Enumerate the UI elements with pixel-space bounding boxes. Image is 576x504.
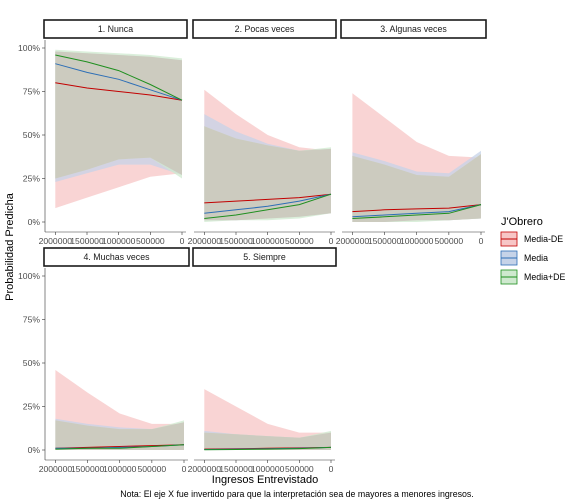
y-tick-label: 25% [23, 402, 41, 412]
x-tick-label: 0 [329, 464, 334, 474]
y-tick-label: 0% [28, 217, 41, 227]
x-tick-label: 500000 [285, 236, 314, 246]
x-tick-label: 500000 [435, 236, 464, 246]
facet-strip [192, 247, 337, 267]
x-tick-label: 1000000 [400, 236, 434, 246]
series-line-media-plus-de [55, 54, 183, 101]
x-tick-label: 500000 [285, 464, 314, 474]
y-tick-label: 100% [18, 271, 40, 281]
plot-area [352, 93, 482, 222]
series-line-media-plus-de [204, 446, 332, 451]
series-line-media-de [55, 82, 183, 101]
y-tick-label: 100% [18, 43, 40, 53]
chart-caption: Nota: El eje X fue invertido para que la… [120, 489, 474, 499]
series-line-media [204, 193, 332, 214]
x-tick-label: 0 [479, 236, 484, 246]
series-line-media-plus-de [352, 204, 482, 219]
facet-strip-label: 4. Muchas veces [83, 252, 150, 262]
y-tick-label: 50% [23, 130, 41, 140]
x-tick-label: 2000000 [336, 236, 370, 246]
x-tick-label: 0 [180, 236, 185, 246]
ci-band-overlap [55, 51, 182, 179]
x-tick-label: 0 [329, 236, 334, 246]
legend-title: J'Obrero [501, 216, 543, 228]
facet-strip [43, 247, 190, 267]
x-tick-label: 1000000 [103, 464, 137, 474]
y-axis-title: Probabilidad Predicha [4, 192, 16, 301]
x-tick-label: 2000000 [188, 236, 222, 246]
facet-strip [43, 19, 188, 39]
x-tick-label: 1500000 [219, 464, 253, 474]
series-line-media-plus-de [204, 193, 332, 219]
x-axis-title: Ingresos Entrevistado [212, 474, 318, 486]
series-line-media-de [204, 193, 332, 204]
ci-band-overlap [204, 432, 331, 450]
x-tick-label: 2000000 [39, 236, 73, 246]
plot-area [204, 389, 332, 451]
legend-item: Media-DE [500, 231, 563, 247]
y-tick-label: 0% [28, 445, 41, 455]
legend-label: Media [524, 253, 548, 263]
legend: J'Obrero Media-DE Media Media+DE [500, 216, 565, 285]
plot-area [204, 89, 332, 222]
y-tick-label: 75% [23, 315, 41, 325]
y-tick-label: 50% [23, 358, 41, 368]
legend-label: Media+DE [524, 272, 565, 282]
x-tick-label: 500000 [136, 236, 165, 246]
series-line-media-de [55, 444, 185, 449]
series-line-media-plus-de [55, 444, 185, 450]
ci-band-overlap [204, 126, 331, 221]
x-tick-label: 1500000 [70, 236, 104, 246]
plot-area [55, 49, 183, 209]
x-tick-label: 1500000 [71, 464, 105, 474]
x-tick-label: 1000000 [102, 236, 136, 246]
ci-band-overlap [352, 154, 481, 222]
x-tick-label: 500000 [138, 464, 167, 474]
legend-label: Media-DE [524, 234, 563, 244]
ci-band-overlap [55, 420, 185, 450]
series-line-media [55, 63, 183, 101]
facet-strip [192, 19, 337, 39]
y-tick-label: 75% [23, 87, 41, 97]
x-tick-label: 1000000 [251, 464, 285, 474]
facet-strip [340, 19, 487, 39]
x-tick-label: 1000000 [251, 236, 285, 246]
y-tick-label: 25% [23, 174, 41, 184]
x-tick-label: 2000000 [188, 464, 222, 474]
facet-strip-label: 3. Algunas veces [380, 24, 447, 34]
x-tick-label: 0 [182, 464, 187, 474]
facet-strip-label: 5. Siempre [243, 252, 286, 262]
series-line-media-de [352, 204, 482, 213]
x-tick-label: 2000000 [39, 464, 73, 474]
x-tick-label: 1500000 [368, 236, 402, 246]
plot-area [55, 370, 185, 450]
x-tick-label: 1500000 [219, 236, 253, 246]
facet-strip-label: 2. Pocas veces [235, 24, 295, 34]
facet-strip-label: 1. Nunca [98, 24, 133, 34]
legend-item: Media [500, 250, 548, 266]
legend-item: Media+DE [500, 269, 565, 285]
series-line-media [352, 204, 482, 218]
